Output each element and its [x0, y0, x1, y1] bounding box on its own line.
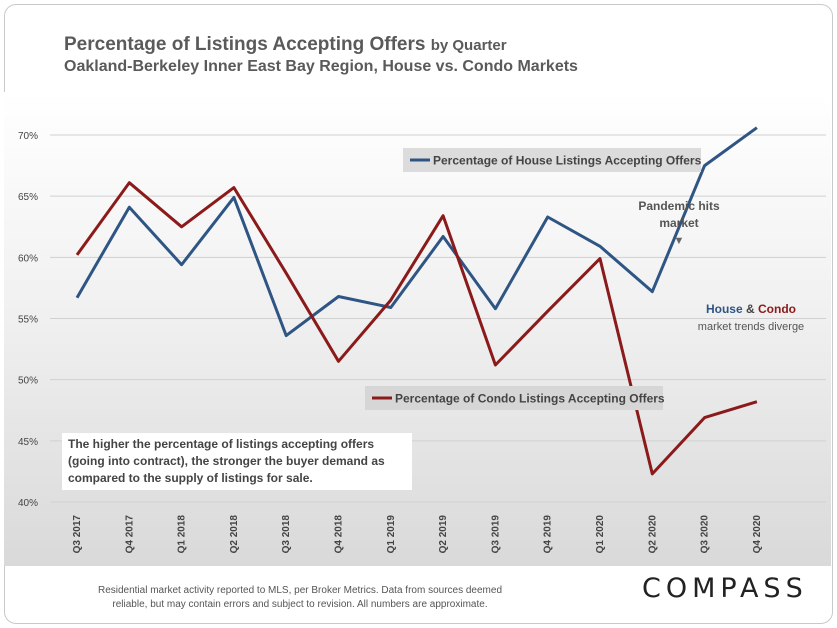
y-tick-label: 50%	[18, 376, 38, 387]
diverge-amp: &	[743, 302, 758, 316]
chart-title-suffix: by Quarter	[430, 37, 507, 54]
x-tick-label: Q1 2018	[177, 515, 188, 554]
series-lines	[75, 126, 758, 476]
x-tick-label: Q3 2017	[72, 515, 83, 554]
diverge-house-word: House	[706, 302, 743, 316]
pandemic-arrow-icon: ▼	[674, 235, 685, 247]
x-tick-label: Q1 2019	[386, 515, 397, 554]
legend-house-box	[403, 148, 701, 172]
x-tick-label: Q4 2017	[124, 515, 135, 554]
condo-series-line	[75, 181, 758, 476]
diverge-annotation-line2: market trends diverge	[698, 321, 804, 333]
pandemic-annotation-line1: Pandemic hits	[638, 199, 720, 213]
legend-house-label: Percentage of House Listings Accepting O…	[433, 154, 702, 168]
y-tick-label: 70%	[18, 131, 38, 142]
diverge-condo-word: Condo	[758, 302, 796, 316]
x-tick-label: Q4 2018	[334, 515, 345, 554]
pandemic-annotation-line2: market	[659, 216, 698, 230]
x-tick-label: Q2 2019	[438, 515, 449, 554]
y-tick-label: 40%	[18, 498, 38, 509]
y-tick-label: 60%	[18, 253, 38, 264]
x-tick-label: Q4 2019	[543, 515, 554, 554]
explanation-note: The higher the percentage of listings ac…	[62, 433, 412, 490]
legend-condo: Percentage of Condo Listings Accepting O…	[365, 386, 665, 410]
legend-house: Percentage of House Listings Accepting O…	[403, 148, 702, 172]
y-tick-label: 55%	[18, 315, 38, 326]
chart-title-main: Percentage of Listings Accepting Offers	[64, 34, 426, 55]
x-axis-ticks: Q3 2017 Q4 2017 Q1 2018 Q2 2018 Q3 2018 Q4 20…	[72, 515, 763, 554]
x-tick-label: Q4 2020	[752, 515, 763, 554]
chart-subtitle: Oakland-Berkeley Inner East Bay Region, …	[64, 58, 578, 75]
disclaimer-line1: Residential market activity reported to …	[97, 585, 503, 596]
legend-condo-label: Percentage of Condo Listings Accepting O…	[395, 392, 665, 406]
x-tick-label: Q3 2018	[281, 515, 292, 554]
x-tick-label: Q2 2018	[229, 515, 240, 554]
x-tick-label: Q3 2019	[490, 515, 501, 554]
house-series-line	[75, 126, 758, 338]
y-tick-label: 45%	[18, 437, 38, 448]
y-tick-label: 65%	[18, 192, 38, 203]
chart-title: Percentage of Listings Accepting Offers …	[64, 34, 507, 56]
x-tick-label: Q1 2020	[595, 515, 606, 554]
x-tick-label: Q2 2020	[647, 515, 658, 554]
legend-condo-box	[365, 386, 663, 410]
compass-logo: COMPASS	[642, 573, 808, 604]
x-tick-label: Q3 2020	[700, 515, 711, 554]
diverge-annotation-line1: House & Condo	[706, 302, 796, 316]
disclaimer: Residential market activity reported to …	[60, 584, 540, 612]
disclaimer-line2: reliable, but may contain errors and sub…	[112, 599, 488, 610]
y-axis-ticks: 70% 65% 60% 55% 50% 45% 40%	[18, 131, 38, 509]
